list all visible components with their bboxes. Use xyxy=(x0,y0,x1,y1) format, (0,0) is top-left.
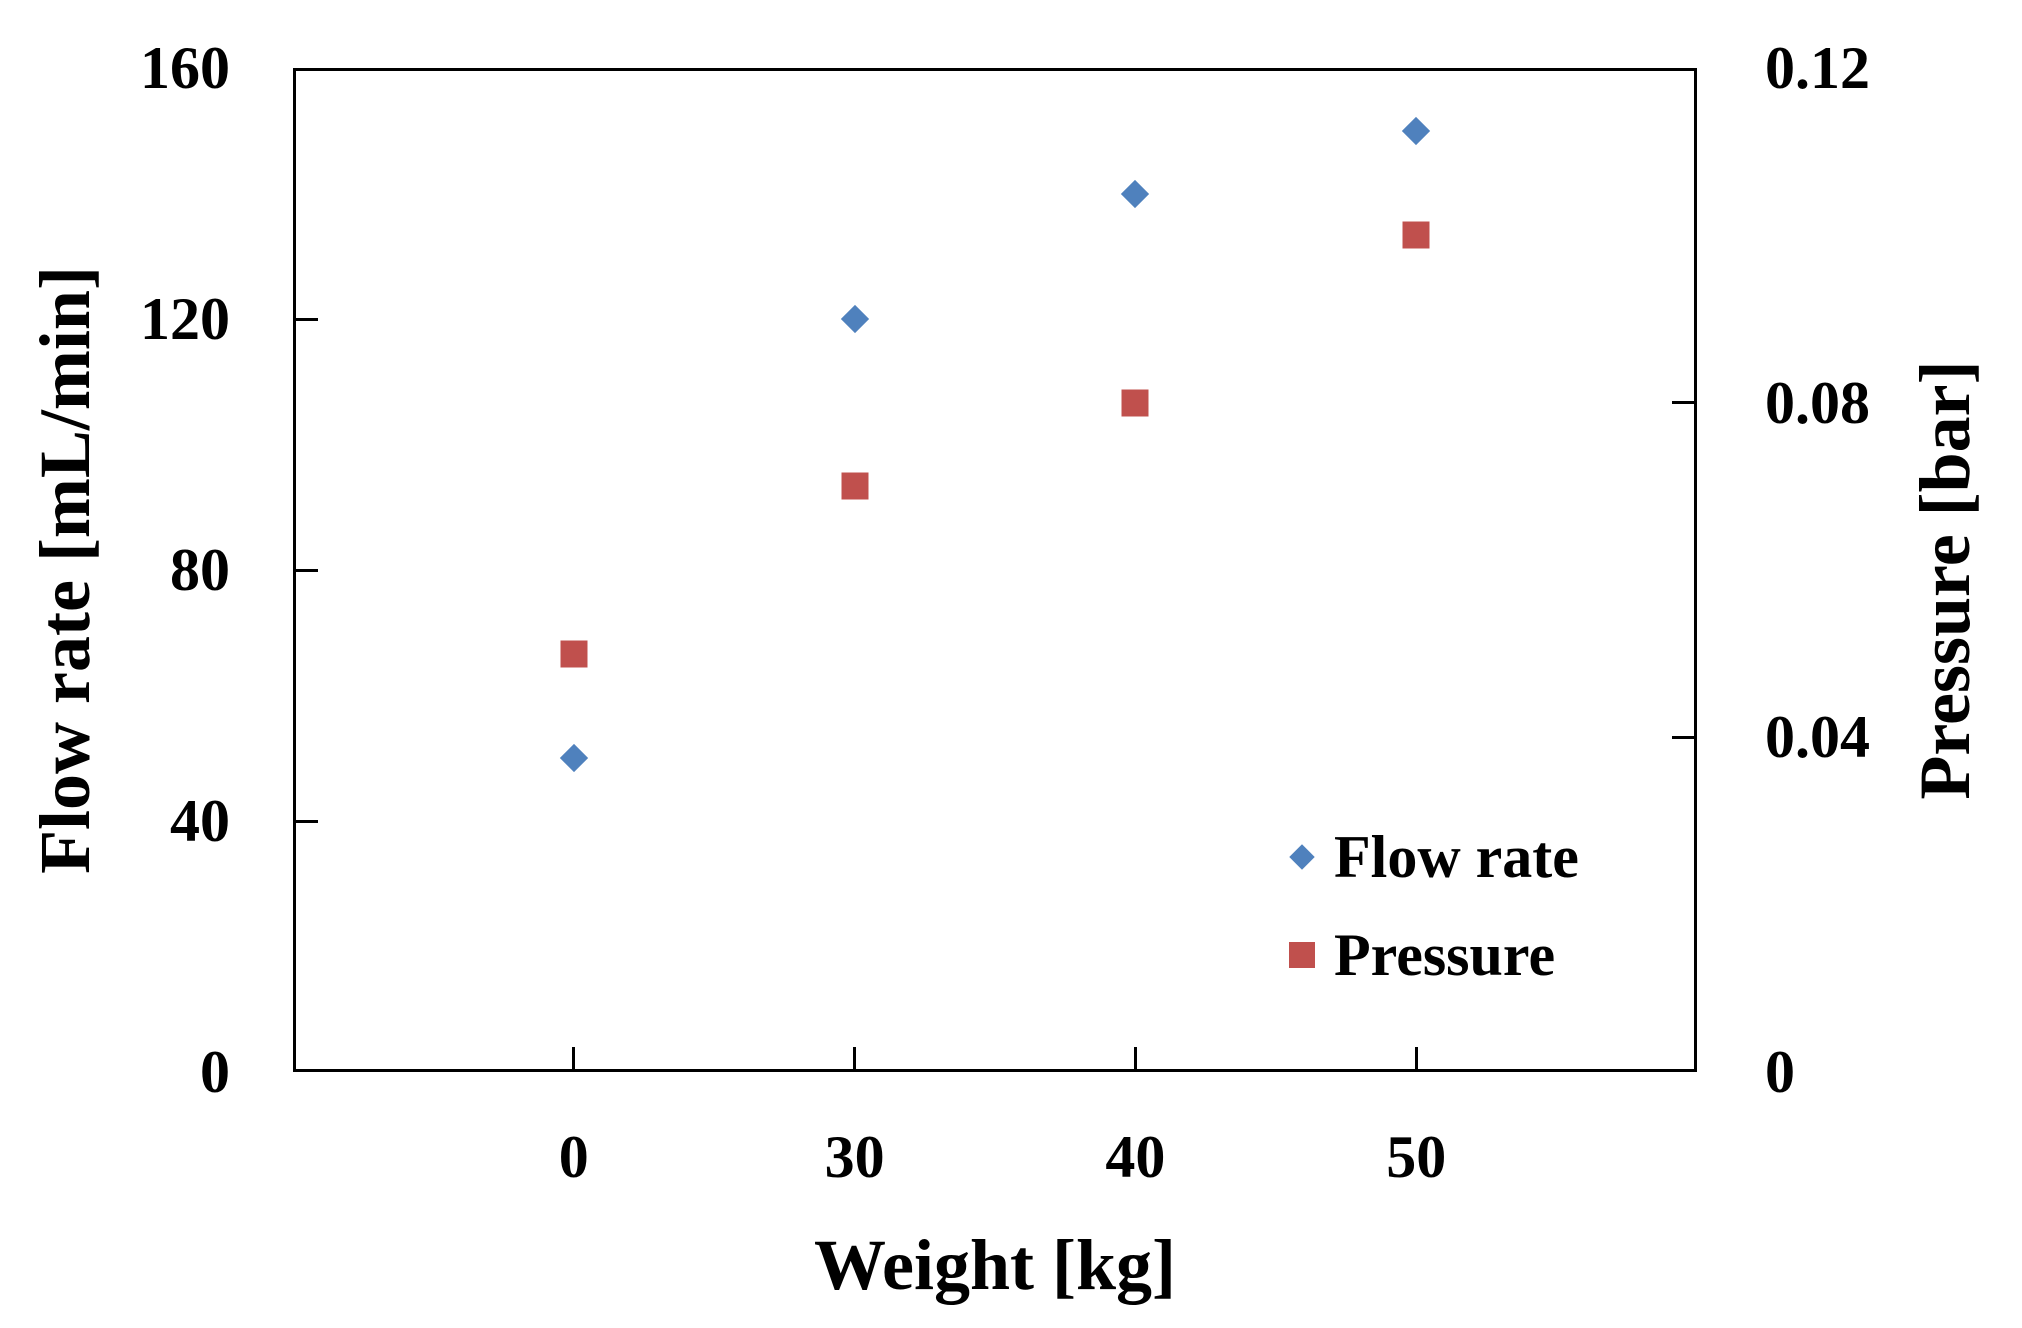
y-axis-right-tickmark xyxy=(1672,735,1694,739)
y-axis-right-title: Pressure [bar] xyxy=(1905,360,1985,800)
y-axis-left-tick-label: 40 xyxy=(170,788,230,854)
pressure-point xyxy=(560,640,588,668)
pressure-point xyxy=(841,472,869,500)
flow-rate-point xyxy=(559,744,588,773)
legend-item-pressure: Pressure xyxy=(1272,906,1579,1004)
x-axis-tick-label: 50 xyxy=(1386,1124,1447,1190)
y-axis-right-tick-label: 0.12 xyxy=(1765,35,1870,101)
x-axis-tickmark xyxy=(572,1047,576,1069)
x-axis-title: Weight [kg] xyxy=(813,1225,1176,1305)
legend-marker-cell xyxy=(1272,906,1334,1004)
legend-item-flow-rate: Flow rate xyxy=(1272,808,1579,906)
x-axis-tickmark xyxy=(1414,1047,1418,1069)
legend-label-flow-rate: Flow rate xyxy=(1334,824,1579,890)
y-axis-left-tick-label: 0 xyxy=(200,1039,230,1105)
pressure-point xyxy=(1402,221,1430,249)
x-axis-tickmark xyxy=(1133,1047,1137,1069)
x-axis-tickmark xyxy=(853,1047,857,1069)
pressure-point xyxy=(1121,389,1149,417)
y-axis-left-tickmark xyxy=(296,568,318,572)
y-axis-left-tick-label: 160 xyxy=(140,35,230,101)
plot-area xyxy=(293,68,1697,1072)
legend: Flow rate Pressure xyxy=(1272,808,1579,1004)
legend-marker-cell xyxy=(1272,808,1334,906)
flow-rate-point xyxy=(1402,116,1431,145)
y-axis-right-tickmark xyxy=(1672,401,1694,405)
y-axis-right-tick-label: 0.08 xyxy=(1765,369,1870,436)
y-axis-right-tick-label: 0 xyxy=(1765,1039,1795,1105)
y-axis-left-tickmark xyxy=(296,819,318,823)
x-axis-tick-label: 0 xyxy=(558,1124,589,1190)
x-axis-tick-label: 30 xyxy=(824,1124,885,1190)
y-axis-right-tick-label: 0.04 xyxy=(1765,704,1870,771)
x-axis-tick-label: 40 xyxy=(1105,1124,1166,1190)
square-marker-icon xyxy=(1289,942,1315,968)
diamond-marker-icon xyxy=(1289,844,1315,870)
y-axis-left-tick-label: 80 xyxy=(170,537,230,603)
y-axis-left-tickmark xyxy=(296,317,318,321)
flow-rate-point xyxy=(840,304,869,334)
flow-rate-point xyxy=(1121,179,1150,208)
y-axis-left-tick-label: 120 xyxy=(140,286,230,352)
legend-label-pressure: Pressure xyxy=(1334,922,1556,988)
